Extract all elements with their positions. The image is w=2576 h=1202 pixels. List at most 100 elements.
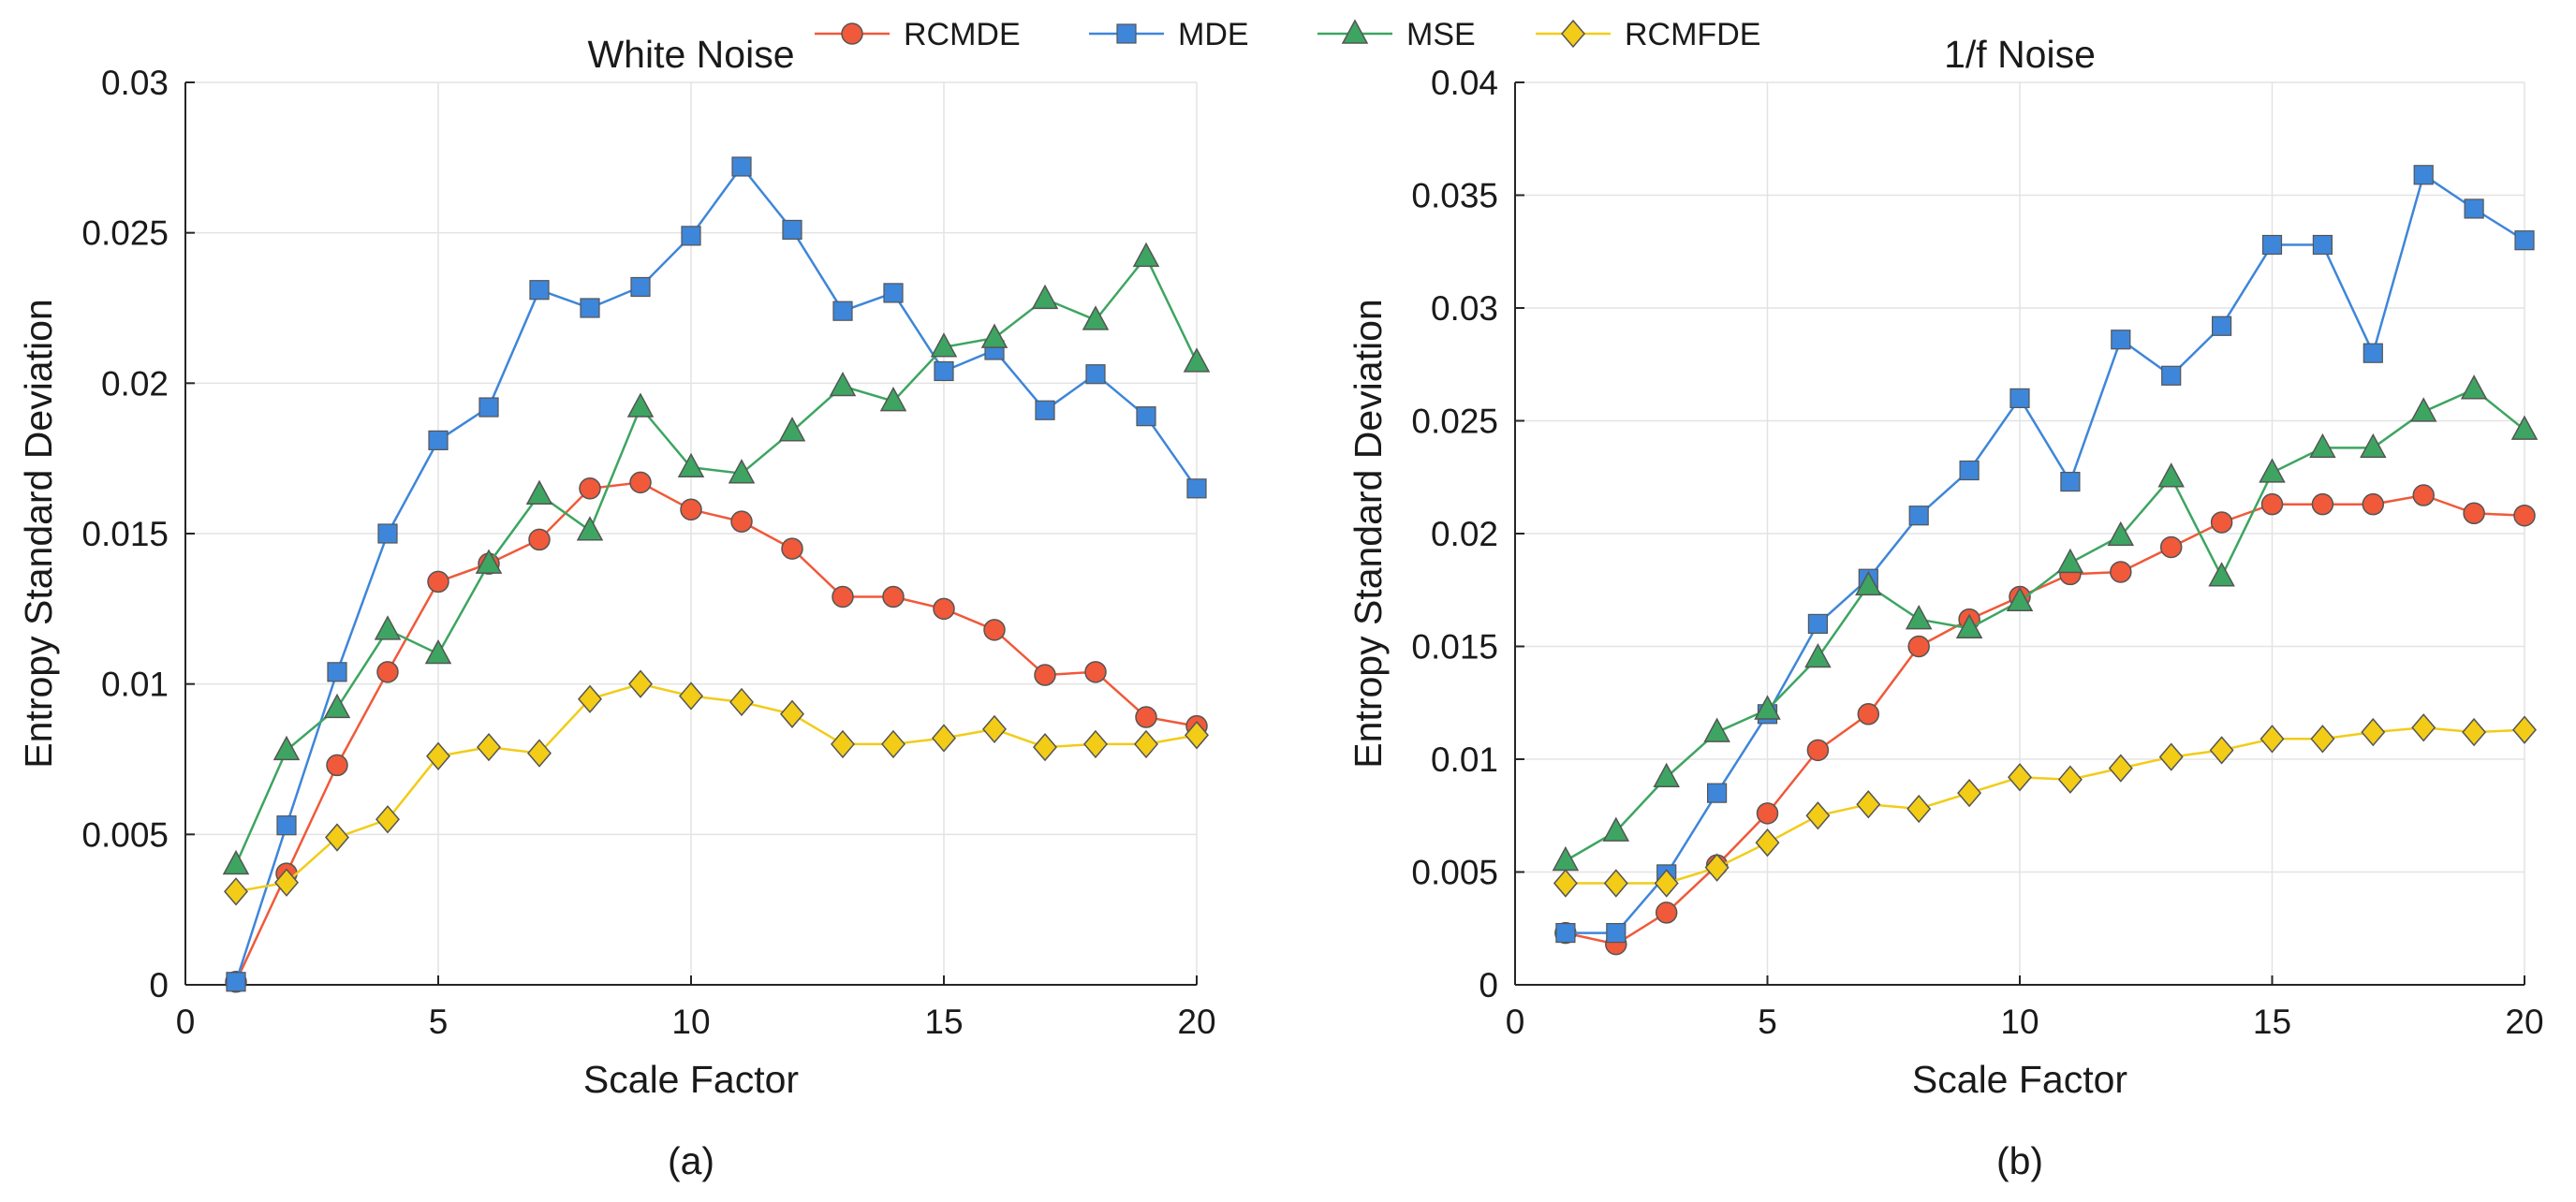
data-point-mse: [1754, 695, 1781, 720]
data-point-mse: [475, 549, 503, 574]
data-point-mde: [2009, 388, 2030, 408]
data-point-mde: [832, 300, 853, 321]
data-point-mse: [2460, 374, 2488, 400]
data-point-mde: [226, 972, 246, 992]
data-point-mde: [1136, 406, 1156, 427]
legend-marker-circle: [841, 22, 863, 45]
data-point-rcmde: [1756, 802, 1779, 825]
data-point-rcmde: [528, 528, 551, 551]
data-point-rcmfde: [881, 729, 905, 759]
data-point-rcmfde: [1553, 869, 1578, 898]
y-tick-label: 0.01: [101, 666, 169, 704]
data-point-mse: [879, 387, 907, 412]
data-point-rcmde: [983, 619, 1006, 641]
legend-entry-mde: MDE: [1089, 17, 1249, 52]
series-line-mse: [234, 255, 1199, 866]
data-point-mse: [2157, 462, 2185, 488]
data-point-rcmde: [680, 498, 702, 521]
data-point-rcmde: [1084, 661, 1107, 683]
data-point-rcmde: [1857, 703, 1880, 726]
data-point-mde: [529, 280, 550, 300]
data-point-rcmfde: [1134, 729, 1158, 759]
data-point-mde: [2464, 198, 2484, 219]
data-point-mse: [424, 638, 452, 665]
data-point-mse: [2360, 432, 2387, 459]
series-mde: [226, 156, 1207, 992]
data-point-mse: [2309, 432, 2336, 459]
data-point-rcmde: [2210, 511, 2233, 534]
data-point-rcmfde: [2209, 736, 2234, 765]
data-point-mse: [1804, 642, 1832, 668]
data-point-mse: [778, 417, 806, 442]
data-point-rcmde: [326, 754, 348, 777]
data-point-rcmde: [427, 570, 449, 594]
series-line-mde: [1565, 172, 2525, 934]
y-axis-label: Entropy Standard Deviation: [1347, 299, 1390, 768]
data-point-mde: [1035, 400, 1055, 420]
data-point-mse: [626, 392, 655, 418]
series-rcmde: [225, 471, 1208, 993]
x-axis-label: Scale Factor: [1912, 1058, 2127, 1101]
data-point-mde: [630, 276, 651, 298]
legend-label: RCMDE: [904, 17, 1021, 52]
data-point-rcmde: [1135, 706, 1157, 728]
data-point-rcmfde: [2008, 763, 2032, 792]
data-point-rcmde: [1655, 902, 1678, 924]
data-point-mde: [2514, 230, 2535, 251]
data-point-mse: [677, 452, 705, 478]
data-point-mde: [731, 156, 752, 177]
data-point-mse: [576, 516, 604, 541]
data-point-mse: [1703, 717, 1730, 742]
data-point-rcmfde: [2108, 754, 2133, 783]
data-point-rcmfde: [2411, 713, 2436, 742]
data-point-mse: [222, 849, 250, 875]
x-tick-label: 5: [1758, 1003, 1777, 1041]
data-point-mse: [1031, 284, 1059, 310]
legend-marker-square: [1116, 23, 1137, 44]
chart-title: White Noise: [587, 33, 794, 76]
y-axis-label: Entropy Standard Deviation: [17, 299, 60, 768]
x-axis-label: Scale Factor: [583, 1058, 799, 1101]
data-point-rcmde: [730, 510, 753, 533]
data-point-rcmfde: [2057, 765, 2083, 794]
data-point-mse: [980, 323, 1008, 348]
panel-caption: (b): [1996, 1139, 2043, 1182]
data-point-mde: [2212, 315, 2232, 336]
series-mse: [222, 242, 1211, 875]
data-point-rcmfde: [1083, 729, 1108, 759]
series-line-rcmde: [234, 481, 1198, 983]
y-tick-label: 0.04: [1431, 64, 1498, 102]
data-point-mde: [1186, 478, 1207, 499]
data-point-mse: [1183, 347, 1211, 373]
data-point-mde: [2111, 330, 2131, 350]
data-point-mde: [1908, 506, 1929, 526]
y-tick-label: 0.02: [1431, 515, 1498, 553]
data-point-rcmfde: [2512, 715, 2537, 744]
data-point-rcmfde: [628, 669, 653, 698]
data-point-rcmde: [1034, 664, 1056, 686]
data-point-mse: [1082, 305, 1110, 330]
data-point-rcmde: [882, 585, 905, 608]
data-point-mde: [377, 523, 398, 544]
data-point-mde: [580, 298, 600, 318]
data-point-rcmde: [2311, 492, 2334, 516]
x-tick-label: 0: [1506, 1003, 1525, 1041]
x-tick-label: 10: [2000, 1003, 2039, 1041]
data-point-mse: [2510, 415, 2539, 440]
data-point-mde: [2312, 234, 2333, 256]
x-tick-label: 20: [2505, 1003, 2543, 1041]
chart-title: 1/f Noise: [1944, 33, 2096, 76]
y-tick-label: 0.03: [101, 64, 169, 102]
data-point-mse: [829, 371, 857, 397]
data-point-rcmfde: [426, 741, 450, 770]
data-point-rcmfde: [1603, 869, 1628, 898]
data-point-mse: [2409, 397, 2437, 422]
series-rcmfde: [1553, 713, 2537, 898]
data-point-mde: [1807, 613, 1829, 635]
data-point-mse: [1955, 613, 1983, 638]
data-point-mse: [2107, 520, 2135, 547]
y-tick-label: 0.005: [1411, 854, 1498, 892]
data-point-rcmde: [2159, 535, 2183, 559]
data-point-mse: [728, 459, 756, 484]
data-point-mse: [1132, 242, 1160, 268]
